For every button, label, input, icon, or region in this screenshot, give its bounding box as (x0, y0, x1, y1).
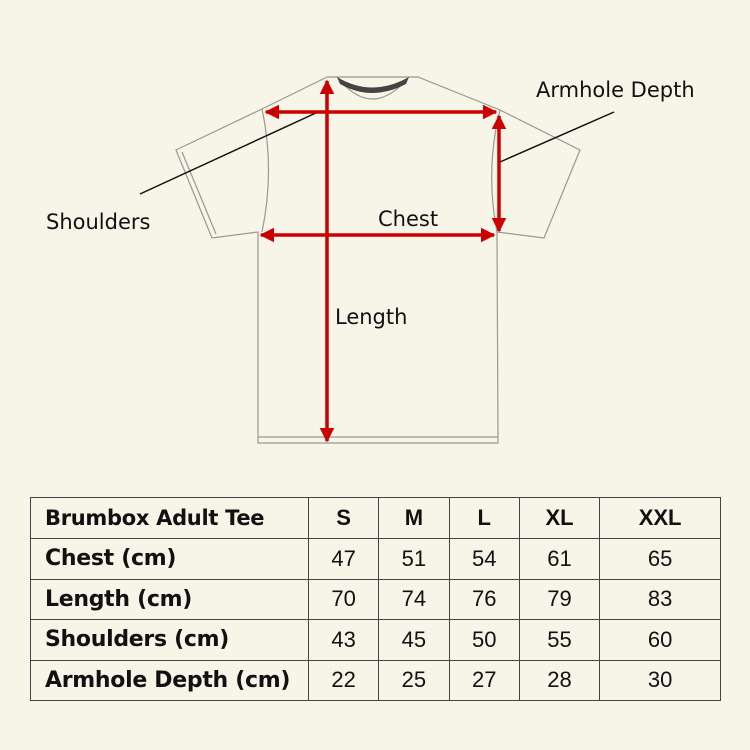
table-cell: 30 (599, 659, 721, 701)
shoulders-label: Shoulders (46, 210, 151, 234)
table-cell: 79 (518, 578, 601, 620)
table-cell: 22 (307, 659, 380, 701)
table-row: Chest (cm) 47 51 54 61 65 (30, 538, 721, 580)
table-cell: 83 (599, 578, 721, 620)
table-cell: 47 (307, 538, 380, 580)
table-cell: 27 (448, 659, 520, 701)
table-header-row: Brumbox Adult Tee S M L XL XXL (30, 497, 721, 539)
armhole-depth-label: Armhole Depth (536, 78, 695, 102)
tshirt-outline (175, 76, 581, 444)
tshirt-diagram (139, 76, 615, 444)
table-cell: 50 (448, 619, 520, 661)
table-cell: 45 (378, 619, 450, 661)
armhole-leader-line (499, 111, 615, 163)
row-label: Length (cm) (30, 578, 309, 620)
collar (337, 77, 409, 93)
size-header: S (307, 497, 380, 539)
chest-label: Chest (378, 207, 439, 231)
table-cell: 54 (448, 538, 520, 580)
table-row: Shoulders (cm) 43 45 50 55 60 (30, 619, 721, 661)
table-cell: 25 (378, 659, 450, 701)
size-chart-table: Brumbox Adult Tee S M L XL XXL Chest (cm… (30, 497, 721, 701)
table-cell: 28 (518, 659, 601, 701)
table-cell: 61 (518, 538, 601, 580)
table-cell: 51 (378, 538, 450, 580)
table-cell: 60 (599, 619, 721, 661)
table-cell: 74 (378, 578, 450, 620)
table-row: Armhole Depth (cm) 22 25 27 28 30 (30, 659, 721, 701)
table-title: Brumbox Adult Tee (30, 497, 309, 539)
table-cell: 70 (307, 578, 380, 620)
table-row: Length (cm) 70 74 76 79 83 (30, 578, 721, 620)
size-header: XL (518, 497, 601, 539)
length-label: Length (335, 305, 408, 329)
table-cell: 55 (518, 619, 601, 661)
table-cell: 76 (448, 578, 520, 620)
table-cell: 43 (307, 619, 380, 661)
size-header: M (378, 497, 450, 539)
row-label: Armhole Depth (cm) (30, 659, 309, 701)
row-label: Shoulders (cm) (30, 619, 309, 661)
row-label: Chest (cm) (30, 538, 309, 580)
size-header: L (448, 497, 520, 539)
table-cell: 65 (599, 538, 721, 580)
shoulders-leader-line (139, 111, 319, 195)
size-header: XXL (599, 497, 721, 539)
